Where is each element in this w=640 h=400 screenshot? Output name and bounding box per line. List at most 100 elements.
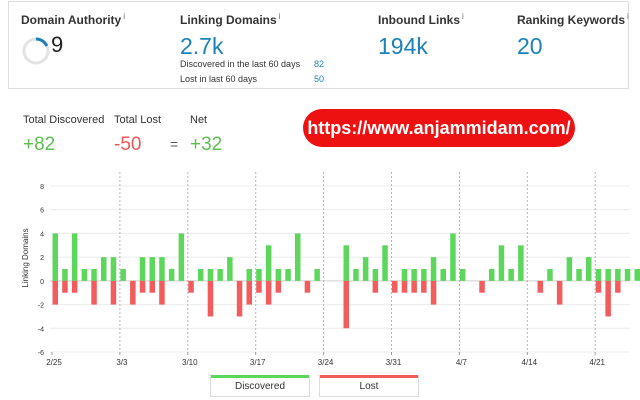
discovered-bar	[518, 245, 524, 281]
inbound-links-metric: Inbound Links i 194k	[378, 12, 464, 60]
discovered-bar	[566, 257, 573, 281]
legend-discovered-swatch	[211, 375, 309, 378]
linking-domains-value: 2.7k	[180, 33, 224, 59]
discovered-bar	[81, 269, 88, 281]
legend-lost-label: Lost	[359, 381, 379, 392]
discovered-60-days-value[interactable]: 82	[314, 59, 325, 69]
discovered-bar	[343, 245, 349, 281]
lost-bar	[430, 280, 437, 305]
info-icon[interactable]: i	[627, 12, 629, 21]
discovered-bar	[450, 233, 456, 281]
url-banner[interactable]: https://www.anjammidam.com/	[303, 109, 575, 147]
discovered-bar	[178, 233, 185, 281]
discovered-bar	[382, 245, 388, 281]
net-value: +32	[190, 134, 223, 155]
discovered-bar	[430, 257, 437, 281]
lost-bar	[372, 280, 379, 293]
discovered-bar	[265, 245, 272, 281]
lost-bar	[246, 280, 252, 305]
total-discovered-summary: Total Discovered +82	[23, 114, 104, 156]
discovered-bar	[489, 269, 495, 281]
lost-bar	[256, 280, 262, 293]
discovered-bar	[401, 269, 408, 281]
discovered-bar	[615, 269, 621, 281]
discovered-bar	[227, 257, 233, 281]
discovered-bar	[353, 269, 359, 281]
lost-bar	[304, 280, 311, 293]
lost-bar	[537, 280, 543, 293]
y-tick-label: -2	[38, 303, 44, 310]
x-tick-label: 4/21	[589, 358, 605, 367]
domain-authority-metric: Domain Authority i	[21, 12, 125, 27]
domain-authority-value: 9	[51, 32, 64, 57]
y-tick-label: 4	[40, 231, 44, 238]
lost-bar	[188, 280, 194, 293]
discovered-bar	[275, 269, 282, 281]
lost-bar	[392, 280, 398, 293]
discovered-bar	[246, 269, 252, 281]
y-tick-label: 8	[40, 184, 44, 191]
discovered-bar	[149, 257, 155, 281]
total-discovered-label: Total Discovered	[23, 114, 105, 126]
x-tick-label: 3/24	[318, 358, 334, 367]
info-icon[interactable]: i	[462, 12, 464, 21]
ranking-keywords-label: Ranking Keywords i	[517, 12, 629, 27]
discovered-bar	[285, 269, 291, 281]
x-tick-label: 4/14	[522, 358, 538, 367]
total-lost-label: Total Lost	[114, 114, 162, 126]
discovered-bar	[411, 269, 417, 281]
lost-bar	[265, 280, 272, 305]
lost-bar	[62, 280, 68, 293]
y-tick-label: 2	[40, 255, 44, 262]
ranking-keywords-value: 20	[517, 33, 543, 59]
discovered-bar	[120, 269, 126, 281]
total-lost-summary: Total Lost -50	[114, 114, 161, 156]
discovered-bar	[508, 269, 514, 281]
discovered-bar	[139, 257, 146, 281]
lost-60-days-row: Lost in last 60 days 50	[180, 74, 324, 84]
y-tick-label: -6	[38, 350, 44, 357]
y-tick-label: -4	[38, 326, 44, 333]
discovered-bar	[624, 269, 631, 281]
lost-bar	[91, 280, 97, 305]
lost-bar	[401, 280, 408, 293]
lost-60-days-label: Lost in last 60 days	[180, 74, 258, 84]
metrics-panel: Domain Authority i 9 Linking Domains i 2.7…	[8, 1, 629, 89]
inbound-links-value: 194k	[378, 33, 428, 59]
discovered-bar	[634, 269, 640, 281]
lost-bar	[421, 280, 427, 293]
discovered-60-days-label: Discovered in the last 60 days	[180, 59, 301, 69]
lost-60-days-value[interactable]: 50	[314, 74, 325, 84]
lost-bar	[343, 280, 349, 329]
discovered-bar	[207, 269, 214, 281]
legend-lost[interactable]: Lost	[319, 375, 419, 397]
legend-lost-swatch	[320, 375, 418, 378]
lost-bar	[556, 280, 563, 305]
discovered-bar	[62, 269, 68, 281]
discovered-bar	[372, 269, 379, 281]
y-tick-label: 0	[40, 279, 44, 286]
x-tick-label: 3/10	[182, 358, 198, 367]
lost-bar	[207, 280, 214, 317]
discovered-bar	[421, 269, 427, 281]
lost-bar	[149, 280, 155, 293]
inbound-links-label: Inbound Links i	[378, 12, 464, 27]
legend-discovered[interactable]: Discovered	[210, 375, 310, 397]
discovered-bar	[586, 257, 592, 281]
discovered-bar	[362, 257, 369, 281]
x-tick-label: 4/7	[456, 358, 468, 367]
lost-bar	[71, 280, 78, 293]
y-tick-label: 6	[40, 208, 44, 215]
info-icon[interactable]: i	[278, 12, 281, 21]
discovered-bar	[440, 269, 446, 281]
discovered-bar	[547, 269, 553, 281]
info-icon[interactable]: i	[123, 12, 125, 21]
lost-bar	[605, 280, 611, 317]
domain-authority-label: Domain Authority i	[21, 12, 125, 27]
total-lost-value: -50	[114, 134, 142, 155]
discovered-bar	[168, 269, 175, 281]
discovered-60-days-row: Discovered in the last 60 days 82	[180, 59, 324, 69]
discovered-bar	[256, 269, 262, 281]
lost-bar	[236, 280, 243, 317]
discovered-bar	[159, 257, 165, 281]
